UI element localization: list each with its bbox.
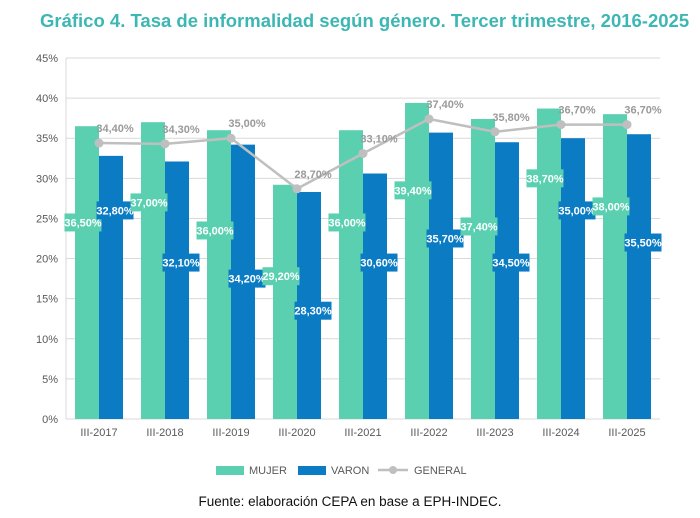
label-varon: 35,70% — [426, 234, 464, 246]
bar-varon — [99, 155, 123, 420]
label-mujer-box — [526, 169, 564, 188]
x-tick-label: III-2023 — [476, 427, 513, 439]
label-varon-box — [360, 253, 398, 272]
label-mujer: 36,00% — [196, 225, 234, 237]
point-general — [490, 127, 500, 137]
label-general: 34,30% — [162, 124, 200, 136]
label-varon: 32,80% — [96, 205, 134, 217]
label-varon: 34,50% — [492, 258, 530, 270]
x-tick-label: III-2022 — [410, 427, 447, 439]
label-general: 33,10% — [360, 133, 398, 145]
label-mujer-box — [460, 217, 498, 236]
label-mujer: 38,70% — [526, 173, 564, 185]
label-general: 34,40% — [96, 123, 134, 135]
label-mujer-box — [64, 213, 102, 232]
label-varon-box — [294, 301, 332, 320]
label-mujer: 38,00% — [592, 201, 630, 213]
legend-swatch-varon — [298, 466, 326, 475]
label-mujer-box — [130, 193, 168, 212]
point-general — [358, 148, 368, 158]
label-mujer: 29,20% — [262, 271, 300, 283]
bar-varon — [561, 138, 585, 419]
x-tick-label: III-2020 — [278, 427, 315, 439]
point-general — [94, 138, 104, 148]
label-varon-box — [426, 229, 464, 248]
label-varon-box — [558, 201, 596, 220]
label-varon: 35,50% — [624, 238, 662, 250]
bar-varon — [627, 134, 651, 419]
y-tick-label: 20% — [36, 254, 58, 266]
bar-mujer — [405, 102, 429, 420]
label-varon-box — [624, 233, 662, 252]
point-general — [226, 133, 236, 143]
x-tick-label: III-2017 — [80, 427, 117, 439]
legend-label-varon: VARON — [331, 465, 369, 477]
bar-mujer — [75, 126, 99, 419]
point-general — [556, 120, 566, 130]
point-general — [622, 120, 632, 130]
label-mujer-box — [592, 197, 630, 216]
label-mujer-box — [328, 213, 366, 232]
y-tick-label: 5% — [42, 374, 58, 386]
x-tick-label: III-2021 — [344, 427, 381, 439]
source-note: Fuente: elaboración CEPA en base a EPH-I… — [198, 494, 502, 509]
y-tick-label: 15% — [36, 294, 58, 306]
label-general: 37,40% — [426, 99, 464, 111]
label-general: 36,70% — [558, 105, 596, 117]
label-varon-box — [96, 201, 134, 220]
label-varon-box — [492, 253, 530, 272]
point-general — [424, 114, 434, 124]
x-tick-label: III-2018 — [146, 427, 183, 439]
y-tick-label: 45% — [36, 53, 58, 65]
label-general: 35,80% — [492, 112, 530, 124]
legend-marker-general — [389, 466, 397, 474]
label-mujer: 39,40% — [394, 185, 432, 197]
x-tick-label: III-2024 — [542, 427, 579, 439]
bar-varon — [495, 142, 519, 419]
legend-label-general: GENERAL — [414, 465, 467, 477]
label-mujer: 36,50% — [64, 217, 102, 229]
legend-label-mujer: MUJER — [249, 465, 287, 477]
bar-mujer — [537, 108, 561, 419]
label-varon-box — [228, 269, 266, 288]
label-varon: 34,20% — [228, 274, 266, 286]
bar-mujer — [603, 114, 627, 420]
bar-mujer — [207, 130, 231, 419]
label-general: 35,00% — [228, 118, 266, 130]
y-tick-label: 30% — [36, 173, 58, 185]
y-tick-label: 40% — [36, 93, 58, 105]
label-varon: 35,00% — [558, 205, 596, 217]
label-mujer: 36,00% — [328, 217, 366, 229]
bar-mujer — [141, 122, 165, 419]
bar-varon — [429, 132, 453, 419]
label-mujer-box — [262, 267, 300, 286]
bar-varon — [165, 161, 189, 419]
y-tick-label: 0% — [42, 414, 58, 426]
label-general: 36,70% — [624, 105, 662, 117]
label-mujer: 37,00% — [130, 197, 168, 209]
label-mujer-box — [394, 181, 432, 200]
bar-varon — [363, 173, 387, 419]
bar-mujer — [339, 130, 363, 419]
label-mujer-box — [196, 221, 234, 240]
legend-swatch-mujer — [216, 466, 244, 475]
label-varon-box — [162, 253, 200, 272]
bar-mujer — [471, 118, 495, 420]
point-general — [160, 139, 170, 149]
y-tick-label: 10% — [36, 334, 58, 346]
x-tick-label: III-2019 — [212, 427, 249, 439]
label-general: 28,70% — [294, 169, 332, 181]
bar-mujer — [273, 184, 297, 419]
label-varon: 28,30% — [294, 306, 332, 318]
label-varon: 32,10% — [162, 258, 200, 270]
chart-title: Gráfico 4. Tasa de informalidad según gé… — [40, 10, 690, 31]
y-tick-label: 25% — [36, 213, 58, 225]
y-tick-label: 35% — [36, 133, 58, 145]
point-general — [292, 184, 302, 194]
label-varon: 30,60% — [360, 258, 398, 270]
label-mujer: 37,40% — [460, 221, 498, 233]
x-tick-label: III-2025 — [608, 427, 645, 439]
